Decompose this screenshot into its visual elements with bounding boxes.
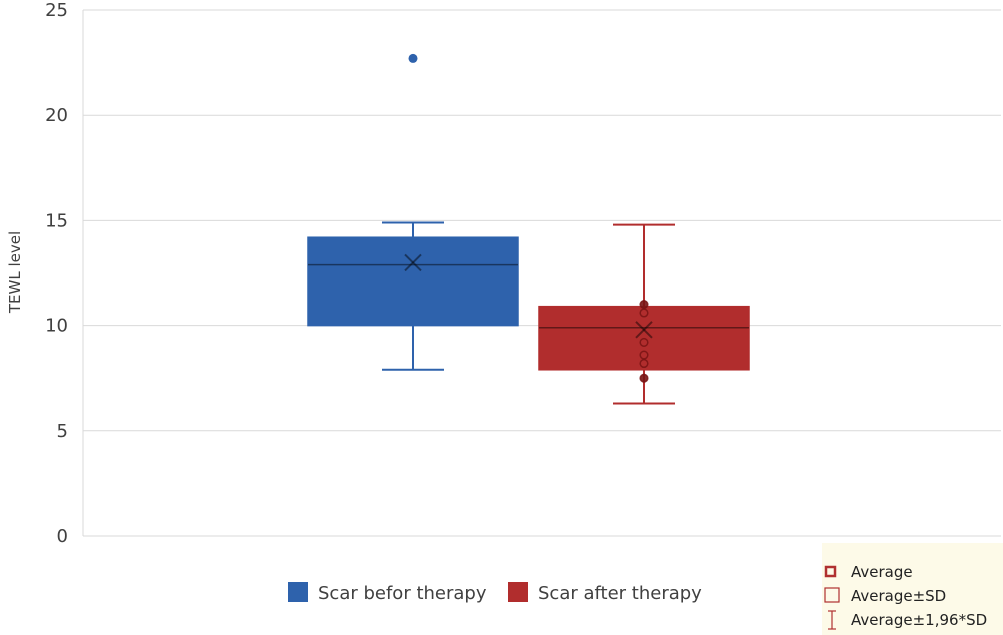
y-tick-label: 25 (45, 0, 68, 21)
key-background (822, 543, 1003, 635)
y-tick-label: 10 (45, 316, 68, 337)
legend-item-2: Scar after therapy (508, 582, 702, 604)
mean-marker (635, 321, 653, 339)
data-point (639, 350, 649, 360)
data-point (639, 308, 649, 318)
mean-stroke (635, 321, 653, 339)
mean-stroke (635, 321, 653, 339)
y-tick-label: 20 (45, 105, 68, 126)
box-iqr (307, 236, 519, 327)
mean-stroke (404, 253, 422, 272)
box-1 (307, 53, 519, 371)
legend-item-1: Scar befor therapy (288, 582, 487, 604)
legend-swatch (288, 582, 308, 602)
box-series (307, 53, 750, 405)
mean-marker (404, 253, 422, 272)
legend-label: Scar befor therapy (318, 583, 487, 604)
legend-swatch (508, 582, 528, 602)
y-tick-label: 0 (57, 526, 68, 547)
data-point (639, 358, 649, 369)
average-symbol (824, 565, 837, 578)
legend-label: Scar after therapy (538, 583, 702, 604)
gridlines (82, 9, 1001, 537)
key-label: Average±1,96*SD (851, 611, 987, 629)
key-label: Average±SD (851, 587, 946, 605)
key-label: Average (851, 563, 913, 581)
data-point (639, 337, 649, 347)
legend: Scar befor therapy Scar after therapy (288, 582, 702, 604)
sd-symbol (824, 587, 840, 603)
mean-stroke (404, 253, 422, 272)
y-tick-label: 5 (57, 421, 68, 442)
y-axis-ticks: 0 5 10 15 20 25 (45, 0, 68, 547)
data-point (639, 300, 649, 310)
y-axis-title: TEWL level (6, 231, 24, 314)
box-2 (538, 223, 750, 405)
statistics-key-box: Average Average±SD Average±1,96*SD (822, 543, 1003, 635)
outlier-point (408, 53, 418, 63)
data-point (639, 373, 649, 383)
y-tick-label: 15 (45, 210, 68, 231)
